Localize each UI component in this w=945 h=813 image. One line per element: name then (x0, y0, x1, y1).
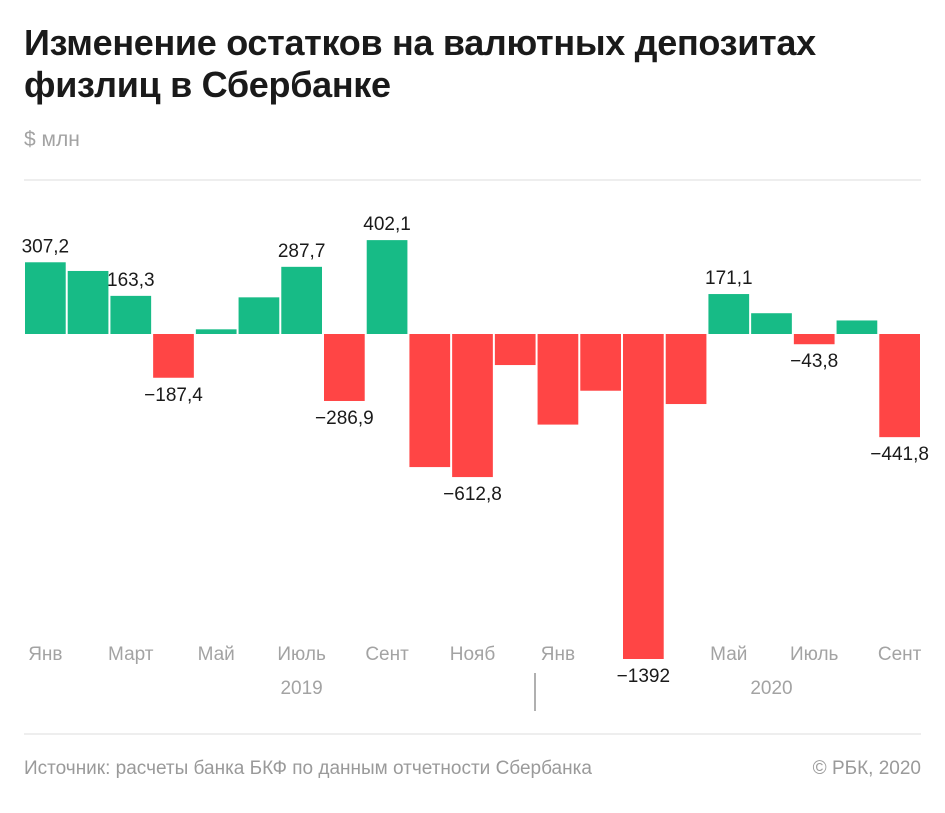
x-tick-label-12: Янв (541, 644, 575, 665)
data-label-18: −43,8 (790, 351, 838, 372)
data-label-0: 307,2 (22, 236, 70, 257)
data-labels-group: 307,2 163,3 −187,4 287,7 −286,9 402,1 −612,8 −1… (22, 214, 929, 687)
bar-3 (153, 334, 194, 378)
bar-5 (238, 297, 280, 334)
bar-0 (25, 262, 66, 334)
bar-15 (665, 334, 707, 405)
bar-8 (366, 240, 408, 334)
data-label-20: −441,8 (870, 444, 929, 465)
x-tick-labels-group: Янв Март Май Июль Сент Нояб Янв Май Июль Сент (28, 644, 921, 665)
x-tick-label-18: Июль (790, 644, 839, 665)
bar-11 (494, 334, 536, 366)
bar-19 (836, 320, 878, 334)
x-tick-label-16: Май (710, 644, 747, 665)
chart-title: Изменение остатков на валютных депозитах… (24, 22, 816, 105)
bar-12 (537, 334, 579, 425)
data-label-7: −286,9 (315, 408, 374, 429)
data-label-10: −612,8 (443, 484, 502, 505)
bar-13 (580, 334, 621, 391)
data-label-16: 171,1 (705, 268, 753, 289)
bar-14 (623, 334, 664, 659)
x-tick-label-10: Нояб (450, 644, 496, 665)
bar-16 (708, 294, 750, 334)
x-tick-label-4: Май (198, 644, 235, 665)
x-tick-label-20: Сент (878, 644, 922, 665)
bar-9 (409, 334, 451, 468)
year-label-2019: 2019 (280, 678, 322, 699)
x-tick-label-2: Март (108, 644, 154, 665)
x-tick-label-6: Июль (277, 644, 326, 665)
data-label-2: 163,3 (107, 270, 155, 291)
bar-6 (281, 266, 322, 334)
year-label-2020: 2020 (750, 678, 792, 699)
unit-label: $ млн (24, 128, 80, 151)
bar-10 (452, 334, 493, 478)
x-tick-label-0: Янв (28, 644, 62, 665)
bar-7 (324, 334, 365, 401)
data-label-14: −1392 (617, 666, 670, 687)
bar-1 (67, 270, 109, 334)
data-label-6: 287,7 (278, 241, 326, 262)
year-labels-group: 2019 2020 (280, 678, 792, 699)
bar-18 (793, 334, 835, 345)
bar-17 (751, 313, 792, 334)
bar-20 (879, 334, 920, 438)
bar-2 (110, 295, 152, 334)
source-note: Источник: расчеты банка БКФ по данным от… (24, 758, 592, 779)
copyright: © РБК, 2020 (812, 758, 921, 779)
x-tick-label-8: Сент (365, 644, 409, 665)
bars-group (25, 240, 920, 659)
data-label-8: 402,1 (363, 214, 411, 235)
data-label-3: −187,4 (144, 385, 203, 406)
bar-4 (195, 329, 237, 334)
